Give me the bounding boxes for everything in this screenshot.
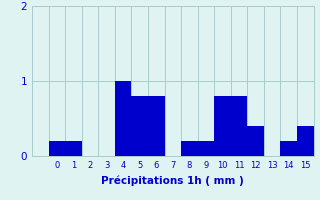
Bar — [148, 96, 164, 156]
Bar — [231, 96, 247, 156]
Bar — [247, 126, 264, 156]
Bar — [65, 141, 82, 156]
Bar — [198, 141, 214, 156]
X-axis label: Précipitations 1h ( mm ): Précipitations 1h ( mm ) — [101, 175, 244, 186]
Bar — [49, 141, 65, 156]
Bar — [115, 81, 132, 156]
Bar — [280, 141, 297, 156]
Bar — [214, 96, 231, 156]
Bar — [181, 141, 198, 156]
Bar — [297, 126, 314, 156]
Bar — [132, 96, 148, 156]
